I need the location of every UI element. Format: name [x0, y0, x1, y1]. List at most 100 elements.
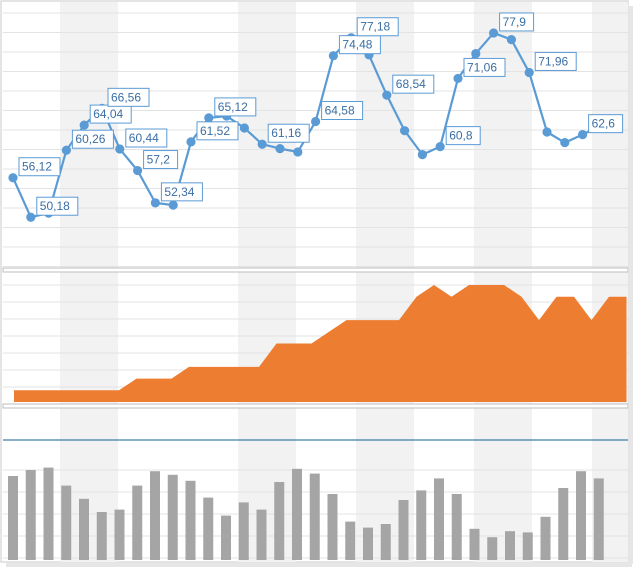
bar — [114, 509, 125, 560]
data-label: 66,56 — [111, 90, 141, 104]
bar — [256, 509, 267, 560]
bar — [576, 471, 586, 560]
data-label: 56,12 — [22, 160, 52, 174]
data-label-box — [125, 128, 168, 148]
bar — [558, 488, 569, 560]
bar — [221, 515, 231, 560]
data-label-box — [534, 51, 577, 71]
line-point — [417, 150, 427, 160]
line-point — [8, 173, 18, 183]
line-column-band — [474, 2, 532, 268]
line-point — [186, 137, 196, 147]
panel-separators — [2, 267, 629, 409]
bar — [167, 474, 178, 560]
bar — [150, 471, 160, 560]
separator-top — [2, 267, 629, 273]
bar — [79, 498, 89, 560]
line-point — [471, 48, 481, 59]
data-label-box — [214, 97, 257, 117]
separator-bottom — [2, 403, 629, 409]
bar — [363, 527, 373, 560]
bar — [505, 531, 515, 560]
data-label: 62,6 — [592, 117, 616, 131]
line-point — [453, 73, 463, 84]
line-point — [524, 67, 534, 78]
data-label: 74,48 — [342, 38, 372, 52]
bar — [451, 494, 462, 560]
data-label-box — [267, 123, 310, 143]
area-series — [14, 285, 627, 402]
area-panel — [3, 272, 628, 404]
bar — [345, 521, 356, 560]
line-point — [115, 144, 125, 154]
data-label-box — [196, 121, 239, 141]
bar — [593, 478, 604, 560]
line-point — [275, 144, 285, 154]
bar — [96, 512, 107, 560]
data-label: 60,44 — [129, 131, 159, 145]
data-label: 60,26 — [75, 132, 105, 146]
data-label-box — [71, 129, 114, 149]
data-label: 65,12 — [218, 100, 248, 114]
bar — [398, 500, 409, 560]
bar — [203, 497, 214, 560]
data-label: 64,58 — [325, 103, 355, 117]
data-label: 68,54 — [396, 77, 426, 91]
bar — [274, 482, 285, 560]
line-point — [61, 145, 71, 155]
line-point — [560, 138, 570, 148]
line-point — [328, 51, 338, 61]
bar-panel — [3, 408, 628, 562]
bar — [61, 485, 72, 560]
line-point — [168, 200, 178, 210]
data-label-box — [160, 182, 203, 202]
data-label-box — [321, 100, 364, 120]
data-label-box — [36, 196, 79, 216]
line-point — [257, 139, 267, 149]
data-label-box — [445, 126, 481, 146]
line-point — [204, 113, 214, 123]
data-label: 57,2 — [147, 153, 171, 167]
data-label: 61,16 — [271, 126, 301, 140]
data-label-box — [499, 12, 535, 32]
line-point — [506, 35, 516, 45]
figure-shadow-bottom — [6, 563, 632, 567]
data-label-box — [18, 157, 61, 177]
data-label: 71,96 — [538, 54, 568, 68]
line-point — [489, 28, 499, 38]
line-point — [79, 120, 89, 130]
bar — [380, 524, 391, 560]
bar — [238, 502, 249, 560]
line-point — [239, 123, 249, 133]
bar — [132, 485, 143, 560]
line-point — [435, 142, 445, 152]
data-label-box — [463, 57, 506, 77]
bar — [327, 494, 338, 560]
figure-shadow-right — [629, 6, 633, 564]
data-label: 77,18 — [360, 20, 390, 34]
data-label: 77,9 — [503, 15, 527, 29]
bar — [185, 480, 196, 560]
data-label: 60,8 — [449, 129, 473, 143]
line-point — [293, 147, 303, 157]
data-label-box — [107, 87, 150, 107]
bar — [540, 516, 551, 560]
bar — [25, 470, 36, 560]
data-label-box — [356, 17, 399, 37]
line-column-band — [592, 2, 628, 268]
area-column-band — [60, 272, 118, 404]
data-label: 50,18 — [40, 199, 70, 213]
line-point — [400, 126, 410, 136]
line-point — [150, 198, 160, 208]
data-label-box — [392, 74, 435, 94]
bar — [469, 528, 480, 560]
data-label: 64,04 — [93, 107, 123, 121]
line-point — [26, 212, 36, 222]
data-label-box — [588, 114, 624, 134]
data-label: 71,06 — [467, 60, 497, 74]
line-point — [382, 90, 392, 100]
bar — [292, 468, 302, 560]
line-panel: 56,12 50,18 60,26 64,04 66,56 60,44 57,2 52,34 6… — [3, 2, 628, 268]
